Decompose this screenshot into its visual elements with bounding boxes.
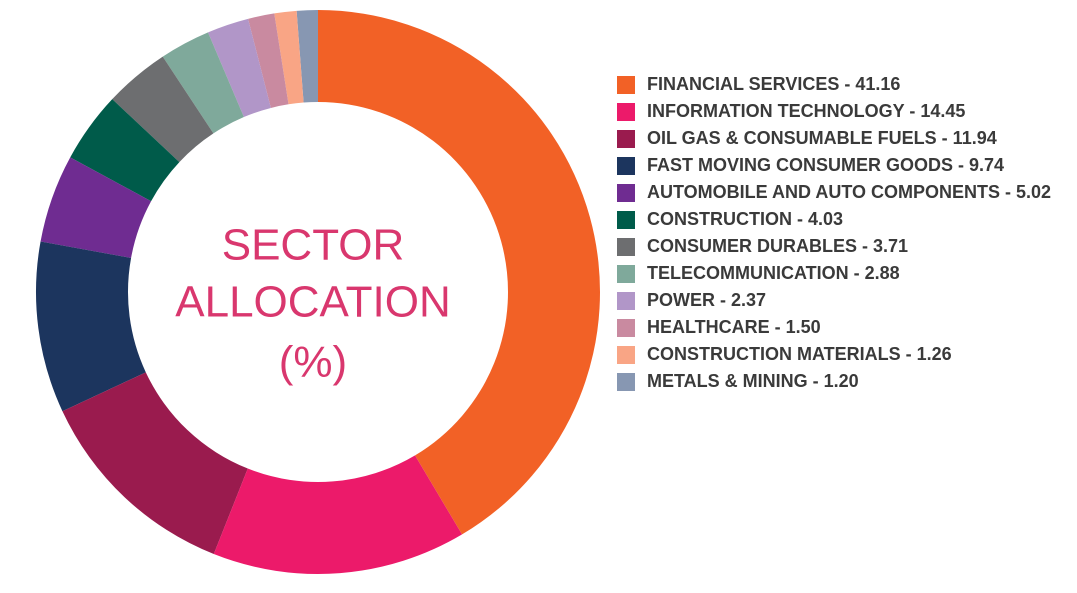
- donut-slice: [40, 157, 152, 258]
- legend-item: CONSTRUCTION MATERIALS - 1.26: [617, 341, 1062, 368]
- chart-title: ALLOCATION: [175, 278, 450, 327]
- legend: FINANCIAL SERVICES - 41.16 INFORMATION TE…: [617, 71, 1062, 395]
- legend-item: INFORMATION TECHNOLOGY - 14.45: [617, 98, 1062, 125]
- legend-item: HEALTHCARE - 1.50: [617, 314, 1062, 341]
- legend-swatch: [617, 130, 635, 148]
- legend-label: CONSTRUCTION - 4.03: [647, 209, 844, 229]
- legend-label: TELECOMMUNICATION - 2.88: [647, 263, 900, 283]
- chart-title: SECTOR: [222, 221, 405, 270]
- donut-chart: SECTOR ALLOCATION (%): [35, 10, 600, 574]
- legend-item: POWER - 2.37: [617, 287, 1062, 314]
- legend-label: AUTOMOBILE AND AUTO COMPONENTS - 5.02: [647, 182, 1052, 202]
- legend-label: POWER - 2.37: [647, 290, 767, 310]
- legend-label: METALS & MINING - 1.20: [647, 371, 859, 391]
- legend-item: TELECOMMUNICATION - 2.88: [617, 260, 1062, 287]
- legend-swatch: [617, 319, 635, 337]
- donut-slice: [35, 241, 146, 412]
- legend-item: FINANCIAL SERVICES - 41.16: [617, 71, 1062, 98]
- donut-slice: [248, 13, 289, 108]
- donut-slice: [318, 10, 600, 535]
- legend-swatch: [617, 292, 635, 310]
- legend-item: AUTOMOBILE AND AUTO COMPONENTS - 5.02: [617, 179, 1062, 206]
- legend-item: FAST MOVING CONSUMER GOODS - 9.74: [617, 152, 1062, 179]
- legend-item: CONSTRUCTION - 4.03: [617, 206, 1062, 233]
- donut-slice: [62, 372, 248, 555]
- donut-slice: [213, 455, 463, 574]
- legend-swatch: [617, 373, 635, 391]
- legend-item: CONSUMER DURABLES - 3.71: [617, 233, 1062, 260]
- donut-slice: [162, 32, 244, 134]
- legend-label: INFORMATION TECHNOLOGY - 14.45: [647, 101, 966, 121]
- legend-item: OIL GAS & CONSUMABLE FUELS - 11.94: [617, 125, 1062, 152]
- donut-slice: [112, 56, 214, 163]
- legend-label: CONSUMER DURABLES - 3.71: [647, 236, 909, 256]
- legend-swatch: [617, 76, 635, 94]
- legend-swatch: [617, 103, 635, 121]
- donut-slice: [70, 99, 180, 202]
- legend-label: FINANCIAL SERVICES - 41.16: [647, 74, 901, 94]
- legend-swatch: [617, 157, 635, 175]
- chart-title: (%): [279, 338, 347, 387]
- legend-swatch: [617, 346, 635, 364]
- donut-slice: [296, 10, 318, 103]
- legend-swatch: [617, 211, 635, 229]
- legend-swatch: [617, 238, 635, 256]
- legend-label: CONSTRUCTION MATERIALS - 1.26: [647, 344, 952, 364]
- legend-swatch: [617, 184, 635, 202]
- legend-label: OIL GAS & CONSUMABLE FUELS - 11.94: [647, 128, 997, 148]
- legend-label: HEALTHCARE - 1.50: [647, 317, 821, 337]
- legend-item: METALS & MINING - 1.20: [617, 368, 1062, 395]
- donut-slice: [208, 18, 271, 118]
- legend-label: FAST MOVING CONSUMER GOODS - 9.74: [647, 155, 1005, 175]
- donut-slice: [274, 10, 304, 105]
- legend-swatch: [617, 265, 635, 283]
